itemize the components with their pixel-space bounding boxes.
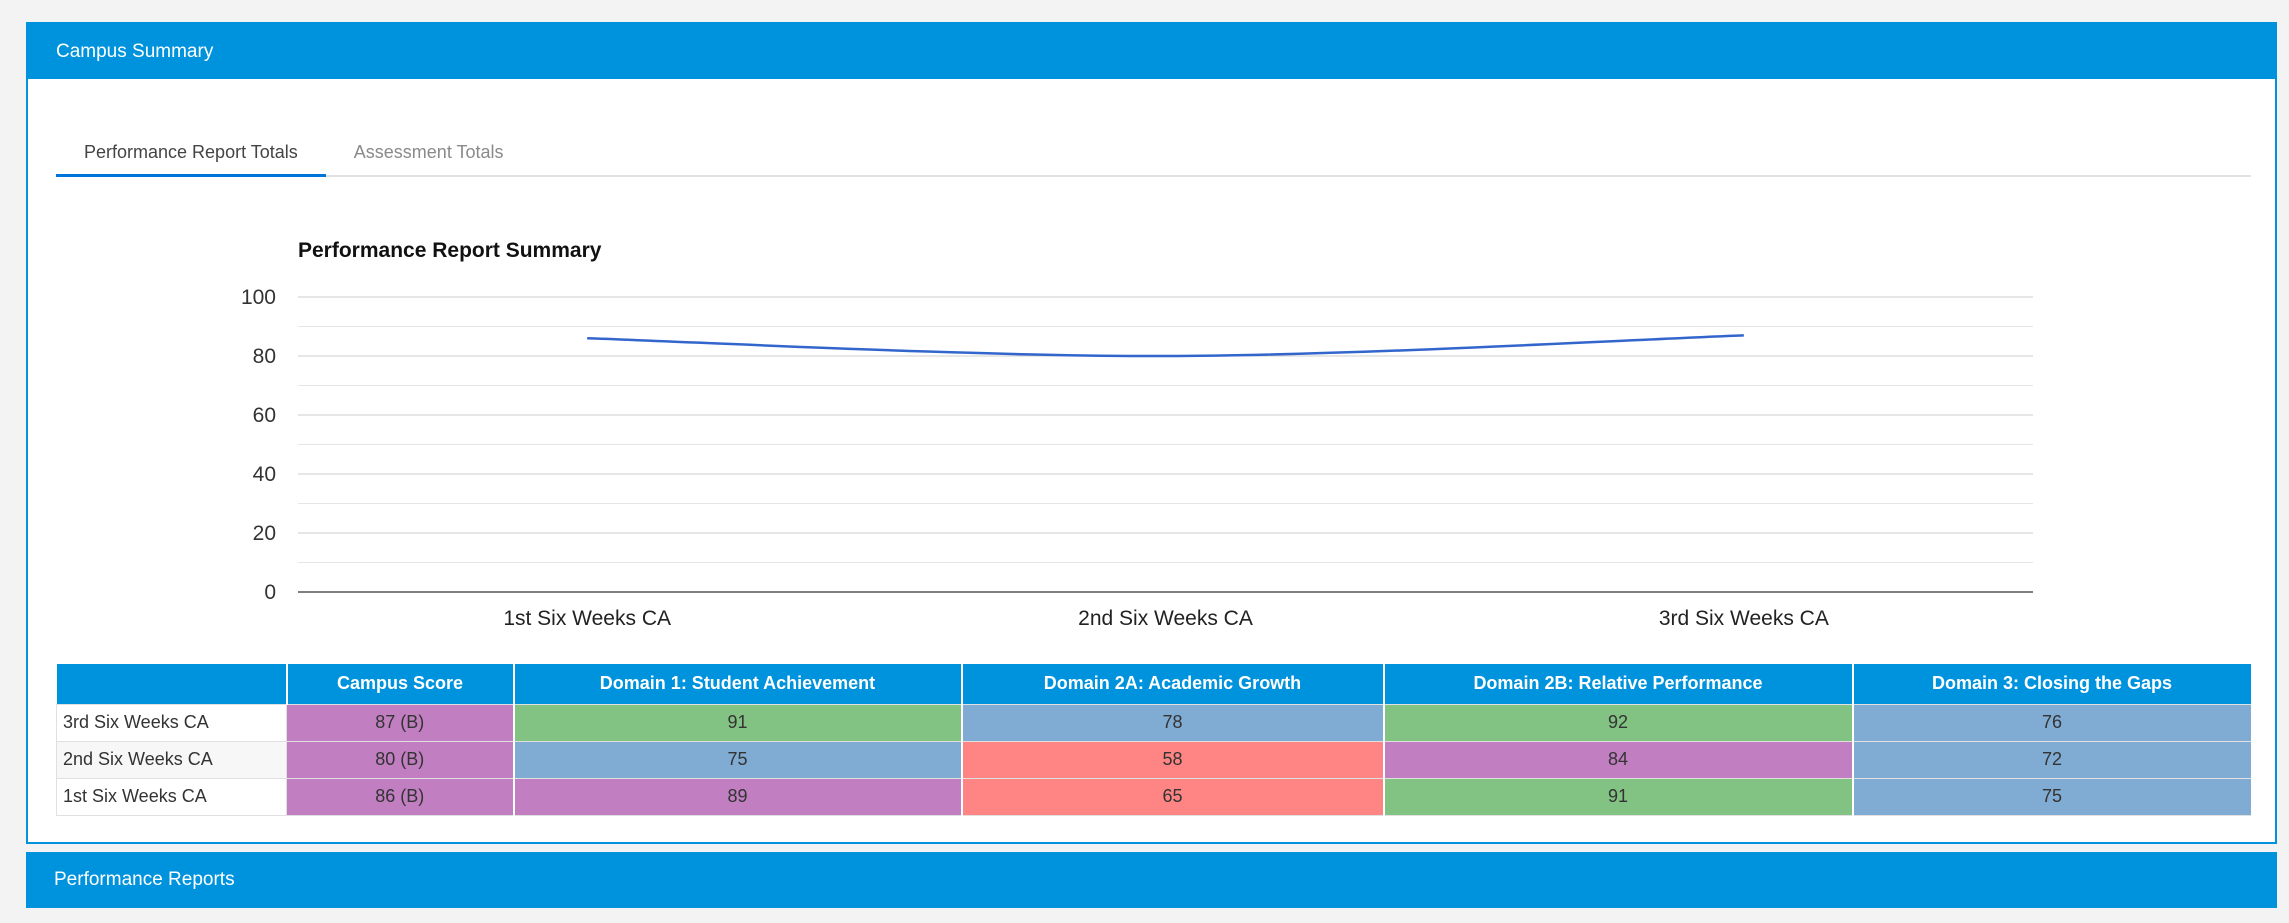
table-cell: 75 — [513, 740, 963, 779]
campus-summary-panel: Campus Summary Performance Report Totals… — [26, 22, 2277, 844]
tab-assessment-totals[interactable]: Assessment Totals — [353, 142, 504, 162]
table-cell: 87 (B) — [286, 703, 515, 742]
y-tick-label: 20 — [253, 522, 276, 545]
table-cell: 75 — [1852, 777, 2253, 816]
y-tick-label: 80 — [253, 345, 276, 368]
campus-summary-header[interactable]: Campus Summary — [28, 24, 2275, 79]
summary-table-wrap: Campus Score Domain 1: Student Achieveme… — [56, 664, 2253, 816]
chart-title: Performance Report Summary — [298, 239, 602, 262]
y-tick-label: 60 — [253, 404, 276, 427]
table-header-domain-3: Domain 3: Closing the Gaps — [1852, 664, 2253, 704]
table-cell: 91 — [1383, 777, 1854, 816]
table-header-row: Campus Score Domain 1: Student Achieveme… — [56, 664, 2253, 704]
tab-performance-report-totals[interactable]: Performance Report Totals — [56, 106, 326, 177]
table-cell: 92 — [1383, 703, 1854, 742]
table-cell: 58 — [961, 740, 1385, 779]
table-row: 1st Six Weeks CA 86 (B) 89 65 91 75 — [56, 777, 2253, 816]
table-cell: 65 — [961, 777, 1385, 816]
table-header-blank — [56, 664, 288, 704]
y-tick-label: 0 — [264, 581, 276, 604]
x-tick-label: 3rd Six Weeks CA — [1659, 607, 1829, 630]
table-cell: 78 — [961, 703, 1385, 742]
y-tick-label: 100 — [241, 286, 276, 309]
chart-svg: 0 20 40 60 80 100 1st Six Weeks CA 2nd Six Week… — [241, 286, 2033, 630]
y-tick-label: 40 — [253, 463, 276, 486]
table-header-campus-score: Campus Score — [286, 664, 515, 704]
table-cell: 76 — [1852, 703, 2253, 742]
campus-summary-title: Campus Summary — [56, 40, 214, 62]
table-cell: 72 — [1852, 740, 2253, 779]
x-tick-label: 2nd Six Weeks CA — [1078, 607, 1253, 630]
table-header-domain-2a: Domain 2A: Academic Growth — [961, 664, 1385, 704]
row-label: 3rd Six Weeks CA — [56, 703, 287, 742]
performance-reports-title: Performance Reports — [54, 869, 235, 890]
table-cell: 91 — [513, 703, 963, 742]
table-header-domain-1: Domain 1: Student Achievement — [513, 664, 963, 704]
performance-chart: Performance Report Summary 0 20 40 60 80 100 1… — [28, 209, 2279, 649]
row-label: 1st Six Weeks CA — [56, 777, 287, 816]
table-header-domain-2b: Domain 2B: Relative Performance — [1383, 664, 1854, 704]
table-cell: 86 (B) — [286, 777, 515, 816]
table-row: 3rd Six Weeks CA 87 (B) 91 78 92 76 — [56, 703, 2253, 742]
table-row: 2nd Six Weeks CA 80 (B) 75 58 84 72 — [56, 740, 2253, 779]
table-cell: 89 — [513, 777, 963, 816]
performance-reports-panel: Performance Reports — [26, 852, 2277, 908]
x-tick-label: 1st Six Weeks CA — [503, 607, 671, 630]
table-cell: 84 — [1383, 740, 1854, 779]
performance-reports-header[interactable]: Performance Reports — [26, 852, 2277, 908]
table-cell: 80 (B) — [286, 740, 515, 779]
series-line — [587, 334, 1744, 358]
summary-tabs: Performance Report Totals Assessment Tot… — [56, 106, 2251, 177]
summary-table: Campus Score Domain 1: Student Achieveme… — [56, 664, 2253, 816]
row-label: 2nd Six Weeks CA — [56, 740, 287, 779]
